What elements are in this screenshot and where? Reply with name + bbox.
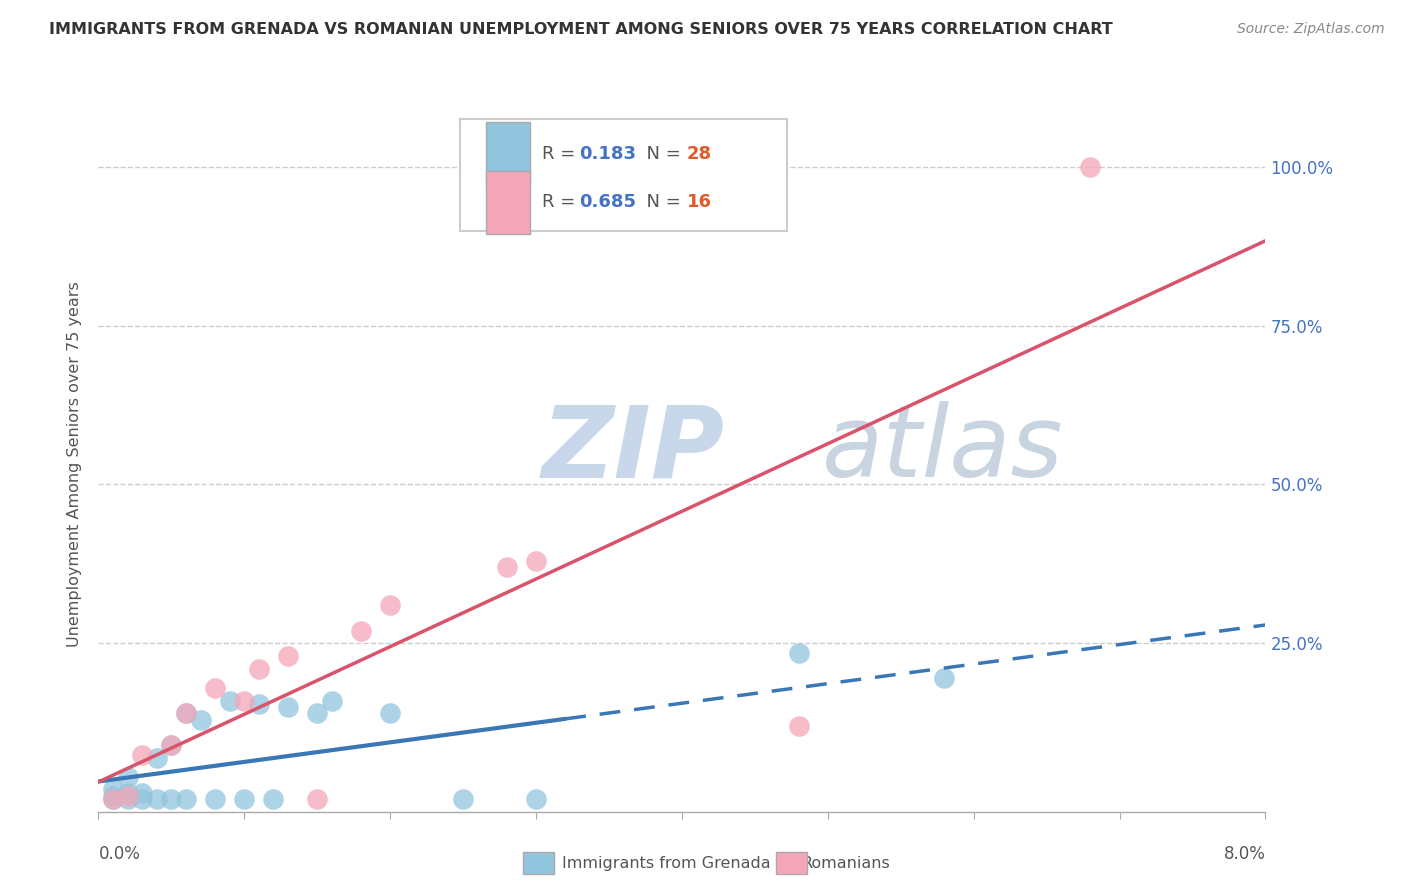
- Text: 8.0%: 8.0%: [1223, 845, 1265, 863]
- Point: [101, 789, 124, 803]
- Point: [321, 693, 343, 707]
- Point: [524, 792, 547, 806]
- Point: [204, 681, 226, 695]
- Point: [277, 699, 299, 714]
- Point: [787, 719, 810, 733]
- Point: [218, 693, 240, 707]
- Point: [307, 706, 329, 721]
- Point: [1080, 160, 1102, 174]
- Point: [350, 624, 373, 638]
- Point: [117, 786, 139, 800]
- FancyBboxPatch shape: [486, 122, 530, 185]
- Point: [233, 792, 256, 806]
- Point: [160, 792, 183, 806]
- Text: 28: 28: [686, 145, 711, 162]
- Point: [117, 770, 139, 784]
- Point: [174, 792, 197, 806]
- Point: [160, 738, 183, 752]
- Point: [277, 648, 299, 663]
- Point: [262, 792, 284, 806]
- Point: [131, 792, 153, 806]
- Text: 16: 16: [686, 194, 711, 211]
- Point: [934, 671, 956, 685]
- Point: [101, 792, 124, 806]
- Y-axis label: Unemployment Among Seniors over 75 years: Unemployment Among Seniors over 75 years: [67, 281, 83, 647]
- Text: N =: N =: [636, 194, 686, 211]
- FancyBboxPatch shape: [486, 171, 530, 234]
- Text: R =: R =: [541, 194, 581, 211]
- Point: [146, 750, 169, 764]
- Text: R =: R =: [541, 145, 581, 162]
- Point: [101, 782, 124, 797]
- Point: [146, 792, 169, 806]
- Point: [451, 792, 474, 806]
- Point: [131, 747, 153, 762]
- Text: ZIP: ZIP: [541, 401, 725, 499]
- FancyBboxPatch shape: [460, 120, 787, 231]
- Point: [233, 693, 256, 707]
- Point: [204, 792, 226, 806]
- Point: [247, 662, 270, 676]
- Point: [787, 646, 810, 660]
- Text: Romanians: Romanians: [801, 856, 890, 871]
- Point: [117, 789, 139, 803]
- Point: [524, 554, 547, 568]
- Text: Immigrants from Grenada: Immigrants from Grenada: [562, 856, 770, 871]
- Point: [378, 598, 402, 612]
- Point: [247, 697, 270, 711]
- Text: 0.183: 0.183: [579, 145, 637, 162]
- Point: [190, 713, 212, 727]
- Text: 0.685: 0.685: [579, 194, 637, 211]
- Point: [307, 792, 329, 806]
- Point: [378, 706, 402, 721]
- Text: Source: ZipAtlas.com: Source: ZipAtlas.com: [1237, 22, 1385, 37]
- Text: N =: N =: [636, 145, 686, 162]
- Text: atlas: atlas: [823, 401, 1063, 499]
- Point: [174, 706, 197, 721]
- Point: [160, 738, 183, 752]
- Text: 0.0%: 0.0%: [98, 845, 141, 863]
- Point: [174, 706, 197, 721]
- Point: [101, 792, 124, 806]
- Text: IMMIGRANTS FROM GRENADA VS ROMANIAN UNEMPLOYMENT AMONG SENIORS OVER 75 YEARS COR: IMMIGRANTS FROM GRENADA VS ROMANIAN UNEM…: [49, 22, 1114, 37]
- Point: [496, 560, 519, 574]
- Point: [131, 786, 153, 800]
- Point: [117, 792, 139, 806]
